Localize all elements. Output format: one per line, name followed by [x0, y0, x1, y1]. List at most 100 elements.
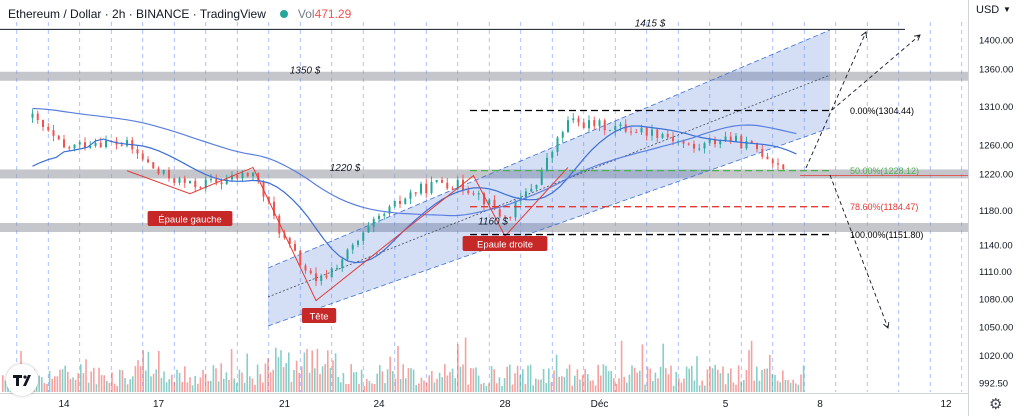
candle-body: [47, 127, 50, 131]
volume-bar: [277, 357, 280, 392]
volume-bar: [389, 356, 391, 392]
candle-body: [341, 259, 344, 269]
candle-body: [225, 179, 228, 185]
volume-bar: [444, 364, 446, 392]
volume-bar: [103, 375, 105, 392]
candle-body: [645, 127, 648, 136]
volume-bar: [797, 384, 800, 392]
fib-label: 50.00%(1228.12): [850, 166, 919, 176]
volume-bar: [293, 369, 295, 392]
last-price-tag-text: 1220.00: [979, 169, 1013, 180]
volume-bar: [644, 384, 646, 392]
volume-bar: [527, 365, 529, 392]
volume-bar: [61, 369, 64, 392]
volume-bar: [509, 364, 511, 392]
candle-body: [309, 270, 312, 274]
price-tick-label: 1020.00: [979, 351, 1013, 362]
volume-bar: [394, 378, 397, 392]
volume-bar: [275, 347, 277, 392]
volume-bar: [802, 365, 805, 392]
volume-bar: [353, 372, 355, 392]
volume-bar: [784, 380, 787, 392]
volume-bar: [347, 384, 350, 392]
volume-bar: [750, 340, 753, 392]
candle-body: [36, 113, 39, 120]
volume-bar: [581, 375, 584, 392]
volume-bar: [82, 373, 85, 392]
projection-arrow: [829, 174, 889, 329]
volume-bar: [688, 368, 690, 392]
time-axis: 14 17 21 24 28 Déc 5 8 12: [58, 399, 952, 410]
candle-body: [556, 137, 559, 152]
volume-bar: [771, 374, 774, 392]
candle-body: [199, 187, 202, 189]
symbol-title[interactable]: Ethereum / Dollar · 2h · BINANCE · Tradi…: [8, 7, 266, 21]
fib-label: 78.60%(1184.47): [850, 202, 918, 212]
volume-bar: [48, 371, 51, 392]
volume-bar: [306, 349, 308, 392]
candle-body: [367, 226, 370, 233]
volume-bar: [672, 385, 675, 392]
volume-bar: [498, 377, 501, 392]
volume-bar: [431, 370, 433, 392]
volume-bar: [758, 380, 761, 392]
volume-bar: [477, 375, 480, 392]
candle-body: [409, 192, 412, 199]
volume-bar: [714, 364, 716, 392]
currency-selector[interactable]: USD: [976, 4, 1000, 16]
volume-bar: [584, 369, 586, 392]
volume-bar: [516, 365, 519, 392]
candle-body: [577, 118, 580, 123]
candle-body: [619, 124, 622, 127]
volume-bar: [321, 366, 324, 392]
volume-bar: [462, 364, 464, 392]
price-tick-label: 1310.00: [979, 102, 1013, 113]
candle-body: [582, 122, 585, 129]
volume-bar: [93, 367, 95, 392]
volume-bar: [441, 377, 443, 392]
volume-bar: [197, 383, 199, 392]
volume-bar: [155, 369, 157, 392]
candle-body: [84, 142, 86, 148]
volume-bar: [308, 372, 311, 392]
volume-bar: [623, 376, 625, 392]
candle-body: [273, 201, 275, 216]
volume-bar: [178, 372, 181, 392]
volume-bar: [171, 374, 173, 392]
volume-value: 471.29: [314, 7, 352, 21]
candle-body: [315, 273, 317, 282]
volume-bar: [106, 380, 108, 392]
volume-bar: [600, 375, 602, 392]
volume-bar: [358, 383, 360, 392]
price-tick-label: 1360.00: [979, 64, 1013, 75]
time-tick-label: 5: [723, 399, 729, 410]
volume-bar: [251, 378, 254, 392]
tradingview-logo[interactable]: [6, 364, 38, 396]
candle-body: [330, 268, 333, 278]
volume-bar: [522, 369, 524, 392]
volume-bar: [691, 366, 693, 392]
settings-gear-icon[interactable]: ⚙: [989, 396, 1003, 413]
volume-bar: [683, 378, 685, 392]
candle-body: [766, 156, 769, 160]
rising-channel-fill: [268, 30, 830, 326]
volume-bar: [152, 373, 155, 392]
candle-body: [68, 147, 71, 149]
volume-bar: [225, 372, 228, 392]
annotation-text: Epaule droite: [477, 240, 533, 251]
candle-body: [152, 162, 155, 169]
volume-bar: [620, 340, 623, 392]
volume-bar: [90, 371, 92, 392]
volume-bar: [779, 382, 781, 392]
last-price-tag-bg: [969, 166, 1024, 181]
currency-dropdown-icon[interactable]: ▼: [1003, 5, 1011, 14]
price-tick-label: 1260.00: [979, 141, 1013, 152]
volume-bar: [555, 354, 558, 392]
candle-body: [52, 130, 55, 136]
volume-bar: [563, 376, 566, 392]
volume-bar: [345, 383, 347, 392]
volume-bar: [571, 385, 573, 392]
volume-bar: [41, 377, 43, 392]
volume-bar: [337, 376, 339, 392]
